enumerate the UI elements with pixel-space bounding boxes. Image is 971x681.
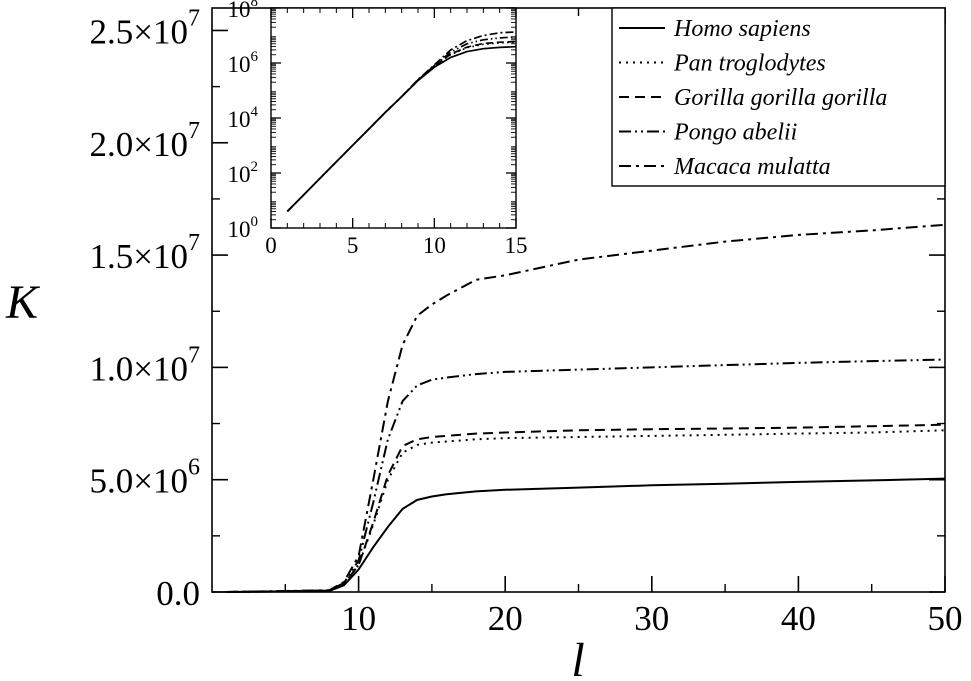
inset-x-tick-label: 0 (265, 233, 277, 258)
legend-label: Homo sapiens (673, 16, 811, 42)
y-tick-label: 5.0×106 (90, 455, 201, 501)
y-axis-title: K (5, 276, 41, 329)
series-line-macaca-mulatta (226, 223, 946, 593)
legend-label: Gorilla gorilla gorilla (674, 85, 887, 111)
inset-x-tick-label: 5 (347, 233, 359, 258)
inset-series-line-gorilla-gorilla-gorilla (286, 40, 517, 212)
series-line-pan-troglodytes (226, 429, 946, 593)
legend-label: Macaca mulatta (673, 154, 831, 180)
x-tick-label: 10 (341, 599, 376, 638)
y-tick-label: 2.5×107 (90, 5, 201, 51)
legend-box (611, 7, 946, 187)
x-tick-label: 20 (488, 599, 523, 638)
main-plot: 10 20 30 40 500.05.0×1061.0×1071.5×1072.0×10… (5, 5, 963, 681)
inset-y-tick-label: 100 (228, 214, 259, 242)
inset-frame (270, 7, 517, 229)
x-tick-label: 40 (781, 599, 816, 638)
inset-x-tick-label: 10 (423, 233, 446, 258)
y-tick-label: 0.0 (156, 574, 200, 613)
inset-x-tick-label: 15 (505, 233, 528, 258)
x-tick-label: 30 (634, 599, 669, 638)
series-line-pongo-abelii (226, 358, 946, 593)
inset-y-tick-label: 104 (228, 104, 259, 132)
x-axis-title: l (571, 634, 584, 681)
inset-plot: 0 5 10 15 100 102 104 106 108 (228, 0, 528, 258)
inset-y-tick-label: 106 (228, 49, 259, 77)
y-tick-label: 1.0×107 (90, 342, 201, 388)
y-tick-label: 2.0×107 (90, 118, 201, 164)
y-tick-label: 1.5×107 (90, 230, 201, 276)
series-line-homo-sapiens (226, 477, 946, 593)
legend-label: Pan troglodytes (673, 51, 826, 77)
inset-series-line-macaca-mulatta (286, 31, 517, 212)
legend: Homo sapiens Pan troglodytes Gorilla goril… (611, 7, 946, 187)
x-tick-label: 50 (928, 599, 963, 638)
legend-label: Pongo abelii (673, 120, 797, 146)
inset-y-tick-label: 102 (228, 159, 259, 187)
series-line-gorilla-gorilla-gorilla (226, 423, 946, 593)
inset-y-tick-label: 108 (228, 0, 259, 22)
